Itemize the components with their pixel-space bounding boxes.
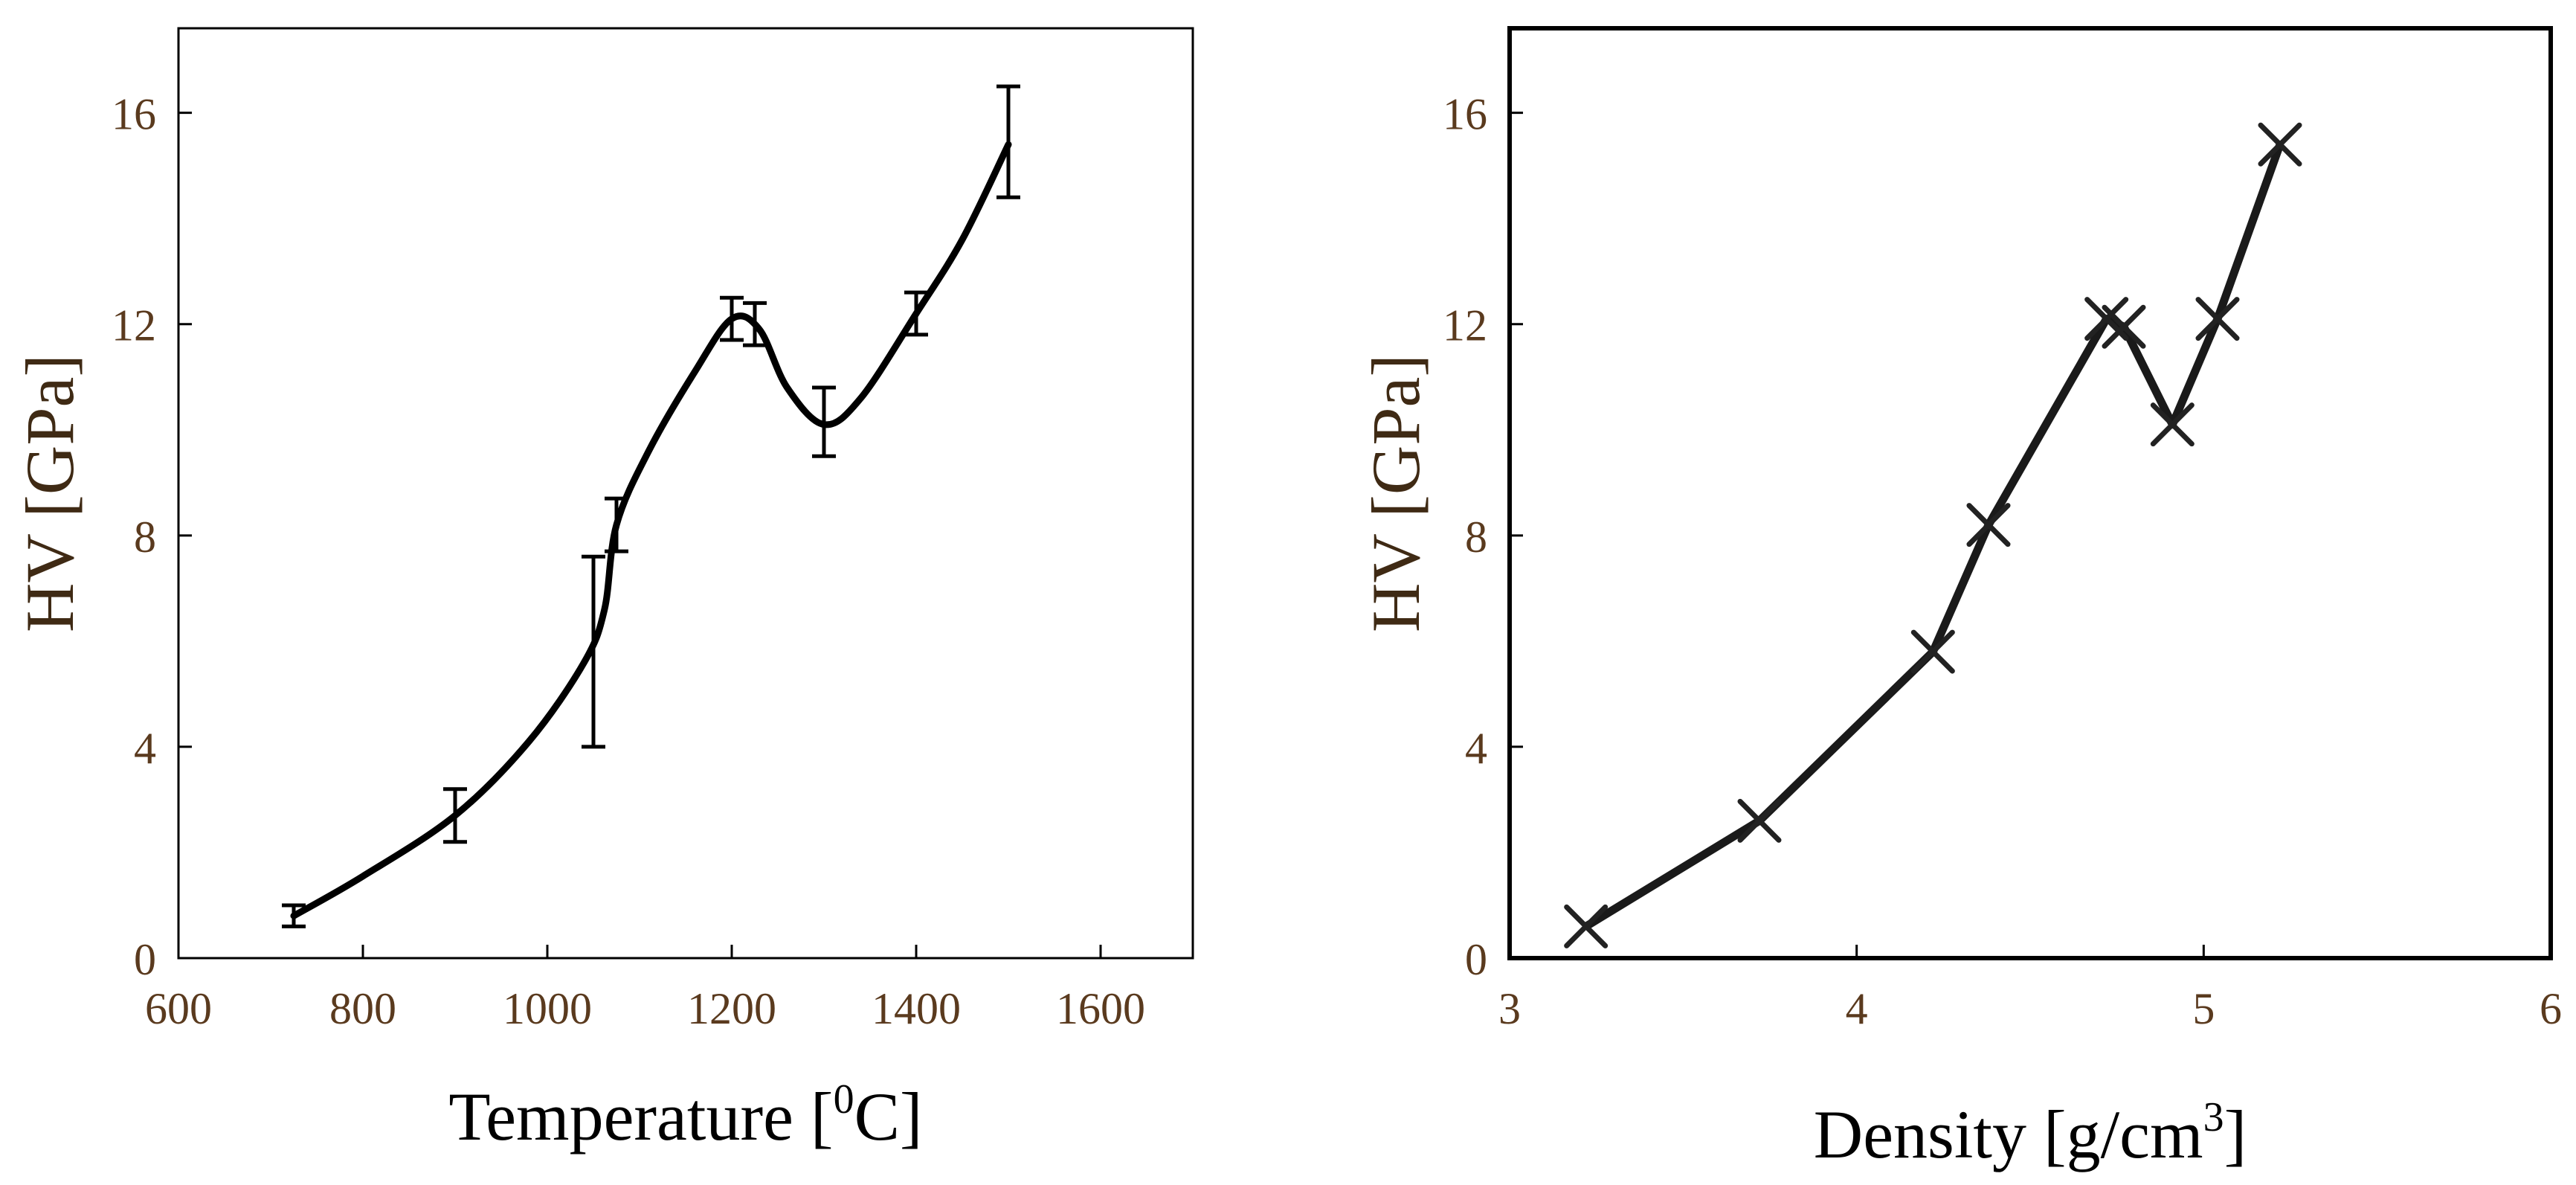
chart-left-error-bar (443, 787, 467, 844)
marker-stroke (2258, 122, 2302, 167)
chart-right-x-marker (2258, 122, 2302, 167)
chart-right-y-tick-label: 0 (1465, 935, 1487, 984)
marker-stroke (2102, 304, 2146, 349)
chart-left-y-tick-label: 4 (134, 724, 156, 773)
chart-right-x-marker (2102, 304, 2146, 349)
chart-right-x-marker (1966, 503, 2011, 547)
chart-right: 3 4 5 6 0 4 8 12 16 Density [g/cm3] HV [GPa] (1358, 26, 2562, 1172)
marker-stroke (1910, 629, 1955, 674)
chart-left-y-axis-title: HV [GPa] (12, 354, 88, 632)
chart-right-x-marker (2195, 297, 2240, 341)
chart-right-x-marker (1910, 629, 1955, 674)
chart-left-plot-frame (177, 27, 1194, 960)
chart-right-y-tick-label: 12 (1443, 301, 1487, 350)
chart-right-x-marker (1737, 798, 1782, 843)
chart-right-y-tick-label: 8 (1465, 513, 1487, 562)
chart-right-plot-frame (1507, 26, 2553, 960)
chart-left-x-tick-label: 1200 (687, 984, 776, 1033)
chart-left-y-tick-label: 8 (134, 513, 156, 562)
chart-left-x-tick-label: 1600 (1056, 984, 1145, 1033)
chart-right-x-tick-label: 3 (1498, 984, 1521, 1033)
chart-left-error-bar (282, 903, 306, 928)
chart-left-error-bar (582, 554, 605, 749)
chart-left-x-tick-label: 600 (145, 984, 212, 1033)
chart-left-x-tick-label: 1400 (872, 984, 961, 1033)
chart-left-error-bar (904, 290, 928, 337)
marker-stroke (2150, 402, 2195, 447)
chart-left-y-tick-label: 16 (112, 90, 156, 139)
chart-left-error-bar (743, 301, 767, 347)
chart-right-y-axis-title: HV [GPa] (1358, 354, 1434, 632)
marker-stroke (2195, 297, 2240, 341)
marker-stroke (1966, 503, 2011, 547)
chart-left-y-tick-label: 12 (112, 301, 156, 350)
chart-left-error-bar (812, 385, 836, 458)
chart-right-x-marker (2150, 402, 2195, 447)
chart-left-x-tick-label: 1000 (503, 984, 592, 1033)
chart-right-x-axis-title: Density [g/cm3] (1814, 1094, 2247, 1172)
chart-right-x-marker (1564, 904, 1609, 948)
marker-stroke (1564, 904, 1609, 948)
marker-stroke (2084, 297, 2129, 341)
chart-left-error-bar (605, 496, 628, 553)
chart-left-error-bar (996, 84, 1020, 199)
chart-right-x-tick-label: 5 (2192, 984, 2215, 1033)
chart-left-fit-curve (290, 141, 1012, 919)
marker-stroke (1737, 798, 1782, 843)
chart-right-series-line (1583, 143, 2284, 931)
chart-left-x-axis-title: Temperature [0C] (448, 1076, 922, 1155)
chart-right-y-tick-label: 16 (1443, 90, 1487, 139)
chart-right-x-tick-label: 6 (2540, 984, 2562, 1033)
chart-left: 600 800 1000 1200 1400 1600 0 4 8 12 16 Temperatu… (12, 27, 1194, 1155)
chart-right-y-tick-label: 4 (1465, 724, 1487, 773)
chart-left-error-bar (720, 295, 744, 342)
chart-left-x-tick-label: 800 (329, 984, 396, 1033)
chart-right-x-tick-label: 4 (1846, 984, 1868, 1033)
chart-left-y-tick-label: 0 (134, 935, 156, 984)
